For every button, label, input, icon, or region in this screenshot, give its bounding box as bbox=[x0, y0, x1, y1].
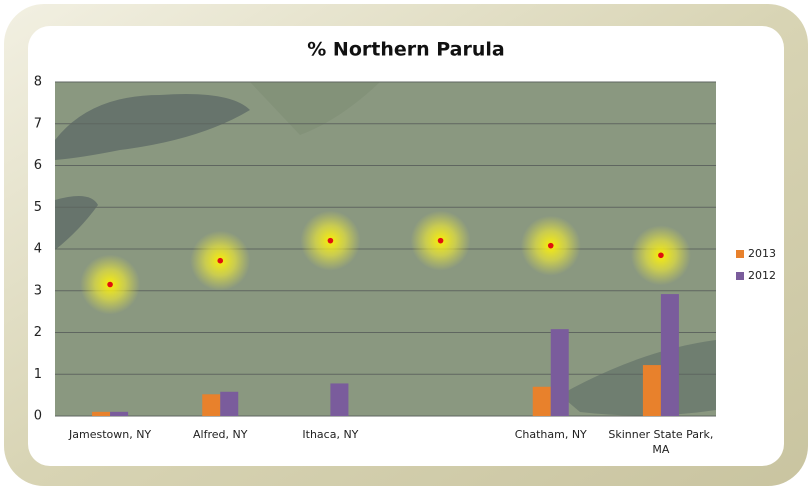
bar bbox=[642, 365, 661, 416]
point bbox=[107, 281, 113, 288]
point bbox=[437, 237, 444, 244]
legend-label: 2012 bbox=[748, 269, 776, 282]
bar bbox=[92, 411, 111, 416]
point bbox=[658, 252, 664, 259]
bar bbox=[660, 294, 679, 416]
point bbox=[547, 242, 554, 249]
y-tick-label: 4 bbox=[34, 242, 42, 257]
legend-swatch bbox=[736, 250, 744, 258]
y-tick-label: 5 bbox=[34, 200, 42, 215]
y-tick-label: 3 bbox=[34, 283, 42, 298]
chart-title: % Northern Parula bbox=[307, 39, 504, 61]
bar bbox=[202, 394, 221, 416]
legend-label: 2013 bbox=[748, 247, 776, 260]
y-tick-label: 2 bbox=[34, 325, 42, 340]
bar bbox=[532, 386, 551, 416]
x-tick-label: Alfred, NY bbox=[193, 428, 248, 441]
y-tick-label: 1 bbox=[34, 367, 42, 382]
point bbox=[327, 237, 334, 244]
y-tick-label: 7 bbox=[34, 116, 42, 131]
x-tick-label: Ithaca, NY bbox=[302, 428, 359, 441]
bar bbox=[220, 391, 239, 416]
x-tick-label: Skinner State Park, MA bbox=[608, 428, 714, 456]
bar bbox=[330, 383, 349, 416]
x-tick-label: Chatham, NY bbox=[514, 428, 587, 441]
y-tick-label: 0 bbox=[34, 409, 42, 424]
bar bbox=[550, 329, 569, 416]
y-tick-label: 6 bbox=[34, 158, 42, 173]
legend-swatch bbox=[736, 272, 744, 280]
bar bbox=[110, 411, 129, 416]
x-tick-label: Jamestown, NY bbox=[69, 428, 152, 441]
point bbox=[217, 257, 224, 264]
y-tick-label: 8 bbox=[34, 75, 42, 90]
